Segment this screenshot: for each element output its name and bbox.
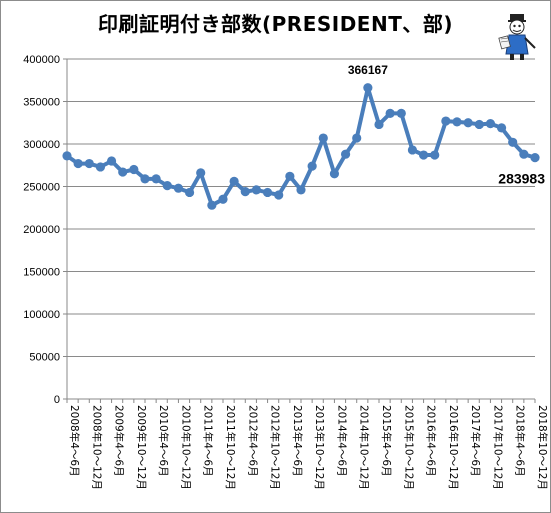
data-point xyxy=(62,151,72,161)
x-tick-label: 2015年10〜12月 xyxy=(402,405,415,490)
data-point xyxy=(307,161,317,171)
data-point xyxy=(274,190,284,200)
x-tick-label: 2012年4〜6月 xyxy=(246,405,259,477)
data-point xyxy=(118,167,128,177)
x-tick-label: 2014年10〜12月 xyxy=(358,405,371,490)
data-point xyxy=(129,164,139,175)
x-tick-label: 2015年4〜6月 xyxy=(380,405,393,477)
x-tick-label: 2012年10〜12月 xyxy=(269,405,282,490)
data-point xyxy=(151,174,161,184)
y-tick-label: 50000 xyxy=(29,352,60,364)
data-point xyxy=(318,133,328,143)
data-point xyxy=(496,123,507,133)
data-point xyxy=(463,118,473,128)
data-point xyxy=(196,168,206,178)
y-tick-label: 200000 xyxy=(23,224,60,236)
y-tick-label: 0 xyxy=(54,394,60,406)
x-tick-label: 2011年4〜6月 xyxy=(202,405,215,477)
data-label: 366167 xyxy=(348,63,388,77)
data-point xyxy=(184,187,195,198)
data-point xyxy=(363,83,373,93)
data-point xyxy=(530,153,540,163)
x-tick-label: 2016年10〜12月 xyxy=(447,405,460,490)
x-tick-label: 2018年10〜12月 xyxy=(536,405,549,490)
data-point xyxy=(251,185,262,195)
x-tick-label: 2016年4〜6月 xyxy=(425,405,438,477)
chart-title: 印刷証明付き部数(PRESIDENT、部) xyxy=(98,12,453,36)
data-point xyxy=(340,149,351,159)
data-point xyxy=(396,108,406,118)
data-point xyxy=(385,108,395,118)
data-point xyxy=(140,174,150,184)
data-point xyxy=(296,185,306,195)
y-tick-label: 300000 xyxy=(23,139,60,151)
y-tick-label: 100000 xyxy=(23,309,60,321)
y-tick-label: 250000 xyxy=(23,182,60,194)
data-point xyxy=(329,169,340,179)
data-point xyxy=(106,156,117,166)
x-tick-label: 2018年4〜6月 xyxy=(514,405,527,477)
data-point xyxy=(84,158,94,169)
data-point xyxy=(229,176,239,186)
y-tick-label: 350000 xyxy=(23,97,60,109)
data-point xyxy=(173,183,184,193)
data-point xyxy=(519,149,529,159)
data-label: 283983 xyxy=(498,171,545,187)
y-tick-label: 400000 xyxy=(23,54,60,66)
x-tick-label: 2010年4〜6月 xyxy=(157,405,170,477)
data-point xyxy=(418,150,429,160)
x-tick-label: 2013年4〜6月 xyxy=(291,405,304,477)
data-point xyxy=(218,194,228,204)
reporter-mascot-icon xyxy=(498,14,536,60)
data-point xyxy=(162,181,172,191)
x-tick-label: 2009年10〜12月 xyxy=(135,405,148,490)
data-point xyxy=(352,133,362,143)
data-point xyxy=(430,150,440,160)
x-tick-label: 2009年4〜6月 xyxy=(113,405,126,477)
data-point xyxy=(374,119,384,130)
x-tick-label: 2017年10〜12月 xyxy=(491,405,504,490)
data-point xyxy=(262,187,273,198)
data-point xyxy=(285,171,295,181)
data-point xyxy=(474,119,484,130)
data-point xyxy=(452,117,462,127)
x-tick-label: 2008年4〜6月 xyxy=(68,405,81,477)
x-tick-label: 2017年4〜6月 xyxy=(469,405,482,477)
x-tick-label: 2010年10〜12月 xyxy=(179,405,192,490)
x-tick-label: 2013年10〜12月 xyxy=(313,405,326,490)
data-point xyxy=(485,119,496,129)
y-tick-label: 150000 xyxy=(23,267,60,279)
x-tick-label: 2011年10〜12月 xyxy=(224,405,237,490)
data-point xyxy=(207,200,217,210)
x-tick-label: 2008年10〜12月 xyxy=(90,405,103,490)
data-point xyxy=(508,137,518,147)
data-point xyxy=(240,187,250,197)
data-point xyxy=(73,158,83,169)
data-point xyxy=(407,145,418,155)
data-point xyxy=(95,162,106,172)
x-tick-label: 2014年4〜6月 xyxy=(335,405,348,477)
data-point xyxy=(441,116,451,126)
